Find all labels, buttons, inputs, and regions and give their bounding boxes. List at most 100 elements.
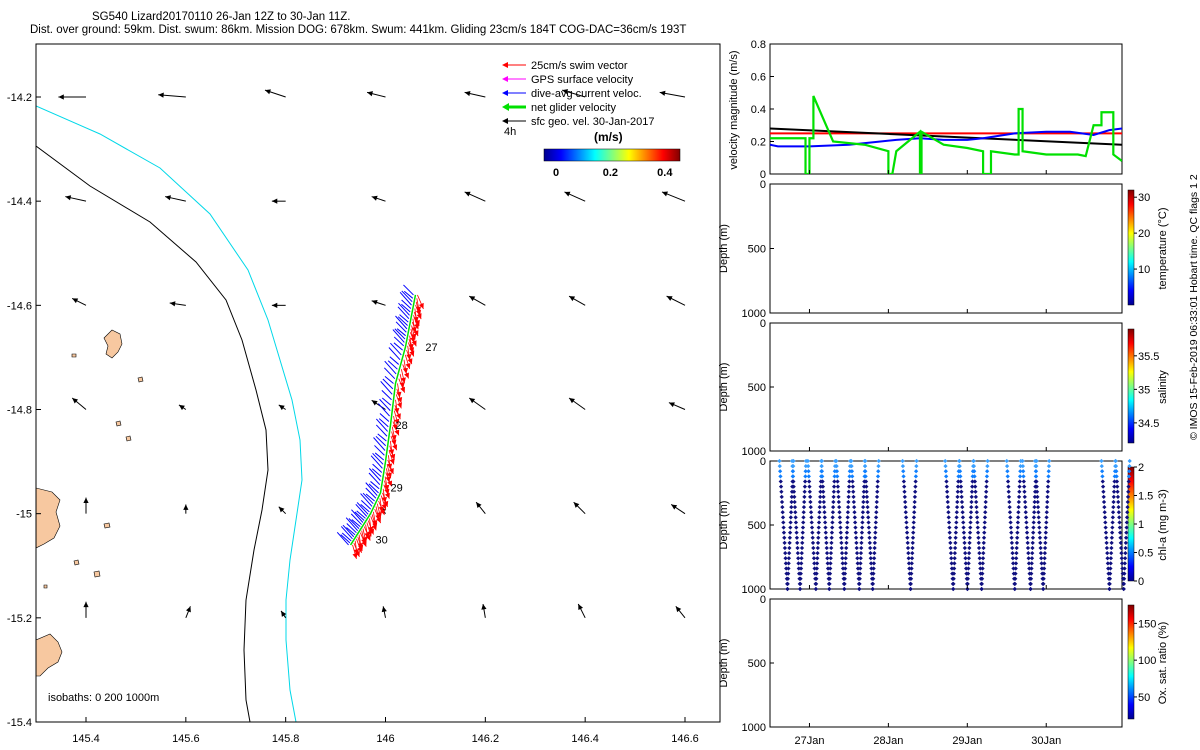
dac-vector (356, 502, 369, 515)
geo-velocity-arrow (83, 601, 89, 618)
colorbar-tick-label: 2 (1138, 462, 1144, 474)
colorbar-label: Ox. sat. ratio (%) (1157, 622, 1169, 705)
chl-profile (943, 458, 962, 592)
geo-velocity-arrow (264, 89, 286, 98)
legend-item: net glider velocity (502, 102, 616, 114)
dac-vector (345, 517, 359, 531)
depth-tick-label: 1000 (742, 722, 766, 734)
dac-vector (351, 509, 364, 523)
legend-item: dive-avg current veloc. (502, 88, 642, 100)
depth-ylabel: Depth (m) (718, 363, 730, 412)
islet (103, 522, 111, 529)
geo-velocity-arrow (65, 195, 87, 202)
swim-vector (411, 321, 419, 337)
dac-vector (360, 500, 372, 510)
figure-title: SG540 Lizard20170110 26-Jan 12Z to 30-Ja… (92, 11, 351, 23)
dac-vector (379, 398, 391, 411)
day-labels: 27 28 29 30 (376, 342, 438, 547)
swim-vector (413, 315, 419, 330)
dac-vector (377, 403, 390, 417)
chl-profile (834, 458, 853, 592)
dac-vector (375, 435, 387, 447)
velocity-series-net (770, 95, 1122, 174)
geo-velocity-arrow (577, 603, 586, 619)
swim-vector (374, 508, 382, 524)
svg-text:sfc geo. vel. 30-Jan-2017: sfc geo. vel. 30-Jan-2017 (531, 116, 655, 128)
dac-vector (370, 455, 383, 469)
islet (125, 435, 132, 442)
legend-item: 25cm/s swim vector (502, 60, 628, 72)
section-colorbar (1127, 466, 1135, 582)
geo-velocity-arrow (71, 397, 87, 410)
section-colorbar (1127, 328, 1135, 444)
chl-profile (777, 458, 796, 592)
colorbar-label: chl-a (mg m-3) (1157, 489, 1169, 561)
geo-velocity-arrow (158, 92, 186, 98)
swim-vector (409, 332, 417, 347)
colorbar-tick-label: 0.5 (1138, 548, 1153, 560)
velocity-ytick-label: 0.2 (751, 137, 766, 149)
velocity-ylabel: velocity magnitude (m/s) (728, 50, 740, 169)
isobath-200m (36, 105, 303, 722)
dac-vector (390, 342, 402, 356)
geo-velocity-arrows (58, 89, 686, 619)
dac-vector (396, 328, 406, 337)
depth-tick-label: 1000 (742, 308, 766, 320)
dac-vector (340, 534, 351, 544)
colorbar-label: temperature (°C) (1157, 207, 1169, 289)
geo-velocity-arrow (178, 404, 187, 411)
swim-vector (417, 294, 424, 310)
depth-tick-label: 500 (748, 520, 766, 532)
swim-vector (366, 522, 373, 537)
geo-velocity-arrow (464, 91, 486, 98)
swim-vector (386, 464, 392, 479)
swim-vector (390, 436, 398, 451)
dac-vector (384, 360, 397, 375)
swim-vector (370, 516, 377, 531)
geo-velocity-arrow (659, 90, 686, 98)
geo-velocity-arrow (568, 295, 586, 306)
colorbar-tick-label: 0.2 (603, 167, 618, 179)
dac-vector (355, 504, 368, 517)
map-ytick-label: -14.6 (7, 300, 32, 312)
geo-velocity-arrow (381, 606, 387, 618)
map-xtick-label: 146.4 (571, 733, 599, 745)
map-legend: 25cm/s swim vector GPS surface velocity di… (502, 60, 681, 179)
dac-vector (397, 316, 408, 326)
velocity-series-dac (770, 127, 1122, 148)
dac-vector (342, 524, 355, 538)
dac-vector (395, 321, 407, 333)
net-track-line (349, 294, 417, 546)
islet (73, 559, 80, 566)
speed-colorbar (543, 148, 681, 162)
swim-vector (387, 459, 394, 475)
dac-vector (384, 376, 394, 384)
geo-velocity-arrow (280, 610, 287, 619)
dac-vector (348, 518, 360, 529)
depth-tick-label: 500 (748, 244, 766, 256)
depth-ylabel: Depth (m) (718, 501, 730, 550)
islet (137, 376, 144, 383)
geo-velocity-arrow (371, 299, 386, 306)
map-xtick-label: 146.6 (671, 733, 699, 745)
depth-tick-label: 500 (748, 382, 766, 394)
geo-velocity-arrow (278, 506, 287, 515)
legend-item: sfc geo. vel. 30-Jan-2017 (502, 116, 655, 128)
velocity-ytick-label: 0.6 (751, 72, 766, 84)
isobath-1000m (36, 145, 269, 722)
swim-vector (360, 532, 367, 547)
geo-velocity-arrow (83, 497, 89, 514)
figure-subtitle: Dist. over ground: 59km. Dist. swum: 86k… (30, 24, 687, 36)
colorbar-tick-label: 50 (1138, 692, 1150, 704)
geo-velocity-arrow (562, 89, 586, 98)
dac-vector (381, 397, 392, 406)
swim-vector (402, 364, 409, 379)
map-ytick-label: -15 (16, 509, 32, 521)
dac-vector (370, 481, 380, 490)
geo-velocity-arrow (675, 606, 686, 619)
island (103, 329, 123, 359)
colorbar-tick-label: 0.4 (657, 167, 673, 179)
panel-oxygen-saturation: 0 500 1000 Depth (m) 50 100 150 Ox. sat. ratio … (718, 594, 1169, 734)
depth-tick-label: 0 (760, 318, 766, 330)
map-ytick-label: -15.2 (7, 613, 32, 625)
